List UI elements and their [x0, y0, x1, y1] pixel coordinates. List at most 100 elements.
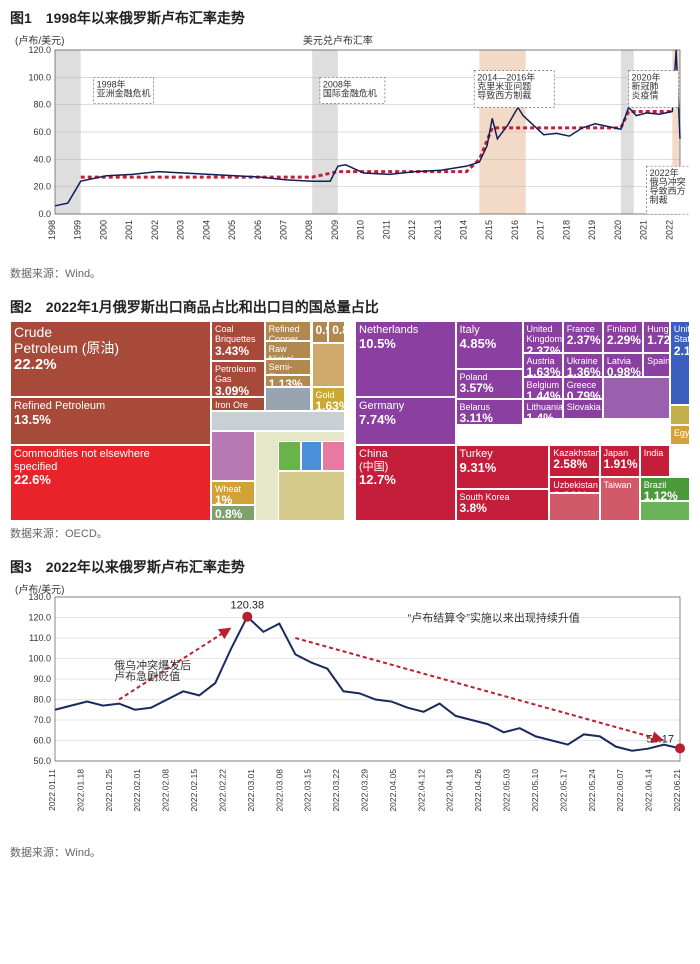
svg-text:20.0: 20.0: [33, 182, 51, 192]
svg-text:2002: 2002: [150, 220, 160, 240]
treemap-cell: Hungary1.72%: [643, 321, 670, 353]
svg-text:110.0: 110.0: [29, 633, 51, 643]
treemap-cell: Coal Briquettes3.43%: [211, 321, 265, 361]
treemap-cell: Netherlands10.5%: [355, 321, 456, 397]
treemap-commodities: Crude Petroleum (原油)22.2%Refined Petrole…: [10, 321, 345, 521]
svg-text:2004: 2004: [201, 220, 211, 240]
svg-text:80.0: 80.0: [33, 100, 51, 110]
treemap-cell: Brazil1.12%: [640, 477, 690, 501]
treemap-cell: Poland3.57%: [456, 369, 523, 399]
treemap-cell: Refined Petroleum13.5%: [10, 397, 211, 445]
svg-text:2022.03.29: 2022.03.29: [360, 769, 370, 812]
svg-text:2001: 2001: [124, 220, 134, 240]
treemap-cell: Egypt: [670, 425, 690, 445]
fig1-source: 数据来源：Wind。: [0, 261, 700, 289]
svg-text:“卢布结算令”实施以来出现持续升值: “卢布结算令”实施以来出现持续升值: [408, 611, 580, 625]
treemap-cell: [640, 501, 690, 521]
svg-text:2022.05.03: 2022.05.03: [502, 769, 512, 812]
treemap-cell: Ukraine1.36%: [563, 353, 603, 377]
svg-text:130.0: 130.0: [28, 592, 51, 602]
treemap-cell: Greece0.79%: [563, 377, 603, 399]
svg-text:2016: 2016: [510, 220, 520, 240]
treemap-cell: [301, 441, 321, 471]
svg-text:2019: 2019: [587, 220, 597, 240]
fig2-treemaps: Crude Petroleum (原油)22.2%Refined Petrole…: [0, 321, 700, 521]
treemap-cell: [265, 387, 312, 411]
treemap-cell: Germany7.74%: [355, 397, 456, 445]
svg-text:2022.05.24: 2022.05.24: [587, 769, 597, 812]
treemap-cell: 0.89%: [328, 321, 345, 343]
svg-text:0.0: 0.0: [38, 209, 51, 219]
treemap-cell: Lithuania1.4%: [523, 399, 563, 419]
svg-text:120.38: 120.38: [230, 600, 264, 612]
svg-text:2018: 2018: [561, 220, 571, 240]
treemap-cell: [278, 471, 345, 521]
svg-text:90.0: 90.0: [33, 674, 51, 684]
treemap-cell: South Korea3.8%: [456, 489, 550, 521]
svg-text:60.0: 60.0: [33, 127, 51, 137]
treemap-cell: India: [640, 445, 670, 477]
treemap-cell: 1.13%: [265, 375, 312, 387]
svg-text:2009: 2009: [330, 220, 340, 240]
svg-text:2013: 2013: [433, 220, 443, 240]
svg-text:2022.03.01: 2022.03.01: [246, 769, 256, 812]
treemap-cell: [211, 431, 255, 481]
svg-text:60.0: 60.0: [33, 736, 51, 746]
treemap-cell: Belgium1.44%: [523, 377, 563, 399]
svg-text:70.0: 70.0: [33, 715, 51, 725]
svg-text:2022.02.22: 2022.02.22: [217, 769, 227, 812]
svg-text:2022.02.01: 2022.02.01: [132, 769, 142, 812]
svg-text:美元兑卢布汇率: 美元兑卢布汇率: [303, 34, 373, 47]
treemap-cell: Austria1.63%: [523, 353, 563, 377]
svg-text:2014—2016年克里米亚问题导致西方制裁: 2014—2016年克里米亚问题导致西方制裁: [477, 72, 535, 101]
svg-text:2022.01.25: 2022.01.25: [104, 769, 114, 812]
svg-text:2022.03.08: 2022.03.08: [274, 769, 284, 812]
svg-text:2006: 2006: [253, 220, 263, 240]
svg-text:2022.05.10: 2022.05.10: [530, 769, 540, 812]
treemap-cell: Gold1.63%: [312, 387, 346, 411]
svg-text:2000: 2000: [98, 220, 108, 240]
svg-text:2005: 2005: [227, 220, 237, 240]
svg-text:2017: 2017: [536, 220, 546, 240]
treemap-cell: Latvia0.98%: [603, 353, 643, 377]
treemap-cell: [278, 441, 301, 471]
svg-text:2007: 2007: [278, 220, 288, 240]
svg-text:120.0: 120.0: [28, 45, 51, 55]
treemap-countries: Netherlands10.5%Germany7.74%Italy4.85%Po…: [355, 321, 690, 521]
svg-text:2008: 2008: [304, 220, 314, 240]
svg-text:2003: 2003: [176, 220, 186, 240]
svg-text:2020年新冠肺炎疫情: 2020年新冠肺炎疫情: [632, 72, 661, 101]
treemap-cell: Semi-Finished Iron1.83%: [265, 359, 312, 375]
treemap-cell: [211, 411, 345, 431]
svg-text:2022: 2022: [664, 220, 674, 240]
fig3-chart: (卢布/美元)50.060.070.080.090.0100.0110.0120…: [0, 581, 700, 840]
svg-text:2022.02.15: 2022.02.15: [189, 769, 199, 812]
svg-text:2020: 2020: [613, 220, 623, 240]
treemap-cell: Japan1.91%: [600, 445, 640, 477]
treemap-cell: Commodities not elsewhere specified22.6%: [10, 445, 211, 521]
fig1-title: 图1 1998年以来俄罗斯卢布汇率走势: [0, 0, 700, 32]
svg-text:100.0: 100.0: [28, 72, 51, 82]
svg-text:2022.06.21: 2022.06.21: [672, 769, 682, 812]
treemap-cell: Finland2.29%: [603, 321, 643, 353]
svg-text:1998: 1998: [47, 220, 57, 240]
svg-text:100.0: 100.0: [28, 654, 51, 664]
svg-text:1999: 1999: [73, 220, 83, 240]
svg-text:2022.03.15: 2022.03.15: [303, 769, 313, 812]
treemap-cell: Kazakhstan2.58%: [549, 445, 599, 477]
svg-text:2022.04.05: 2022.04.05: [388, 769, 398, 812]
treemap-cell: 0.92%: [312, 321, 329, 343]
svg-text:2010: 2010: [356, 220, 366, 240]
svg-text:2022.05.17: 2022.05.17: [558, 769, 568, 812]
svg-text:2022.03.22: 2022.03.22: [331, 769, 341, 812]
svg-text:2014: 2014: [459, 220, 469, 240]
fig1-svg: (卢布/美元)0.020.040.060.080.0100.0120.01998…: [10, 32, 690, 252]
treemap-cell: [603, 377, 670, 419]
treemap-cell: Iron Ore: [211, 397, 265, 411]
svg-text:80.0: 80.0: [33, 695, 51, 705]
treemap-cell: [670, 405, 690, 425]
treemap-cell: [312, 343, 346, 387]
treemap-cell: Taiwan: [600, 477, 640, 521]
treemap-cell: Uzbekistan0.82%: [549, 477, 599, 493]
treemap-cell: Crude Petroleum (原油)22.2%: [10, 321, 211, 397]
